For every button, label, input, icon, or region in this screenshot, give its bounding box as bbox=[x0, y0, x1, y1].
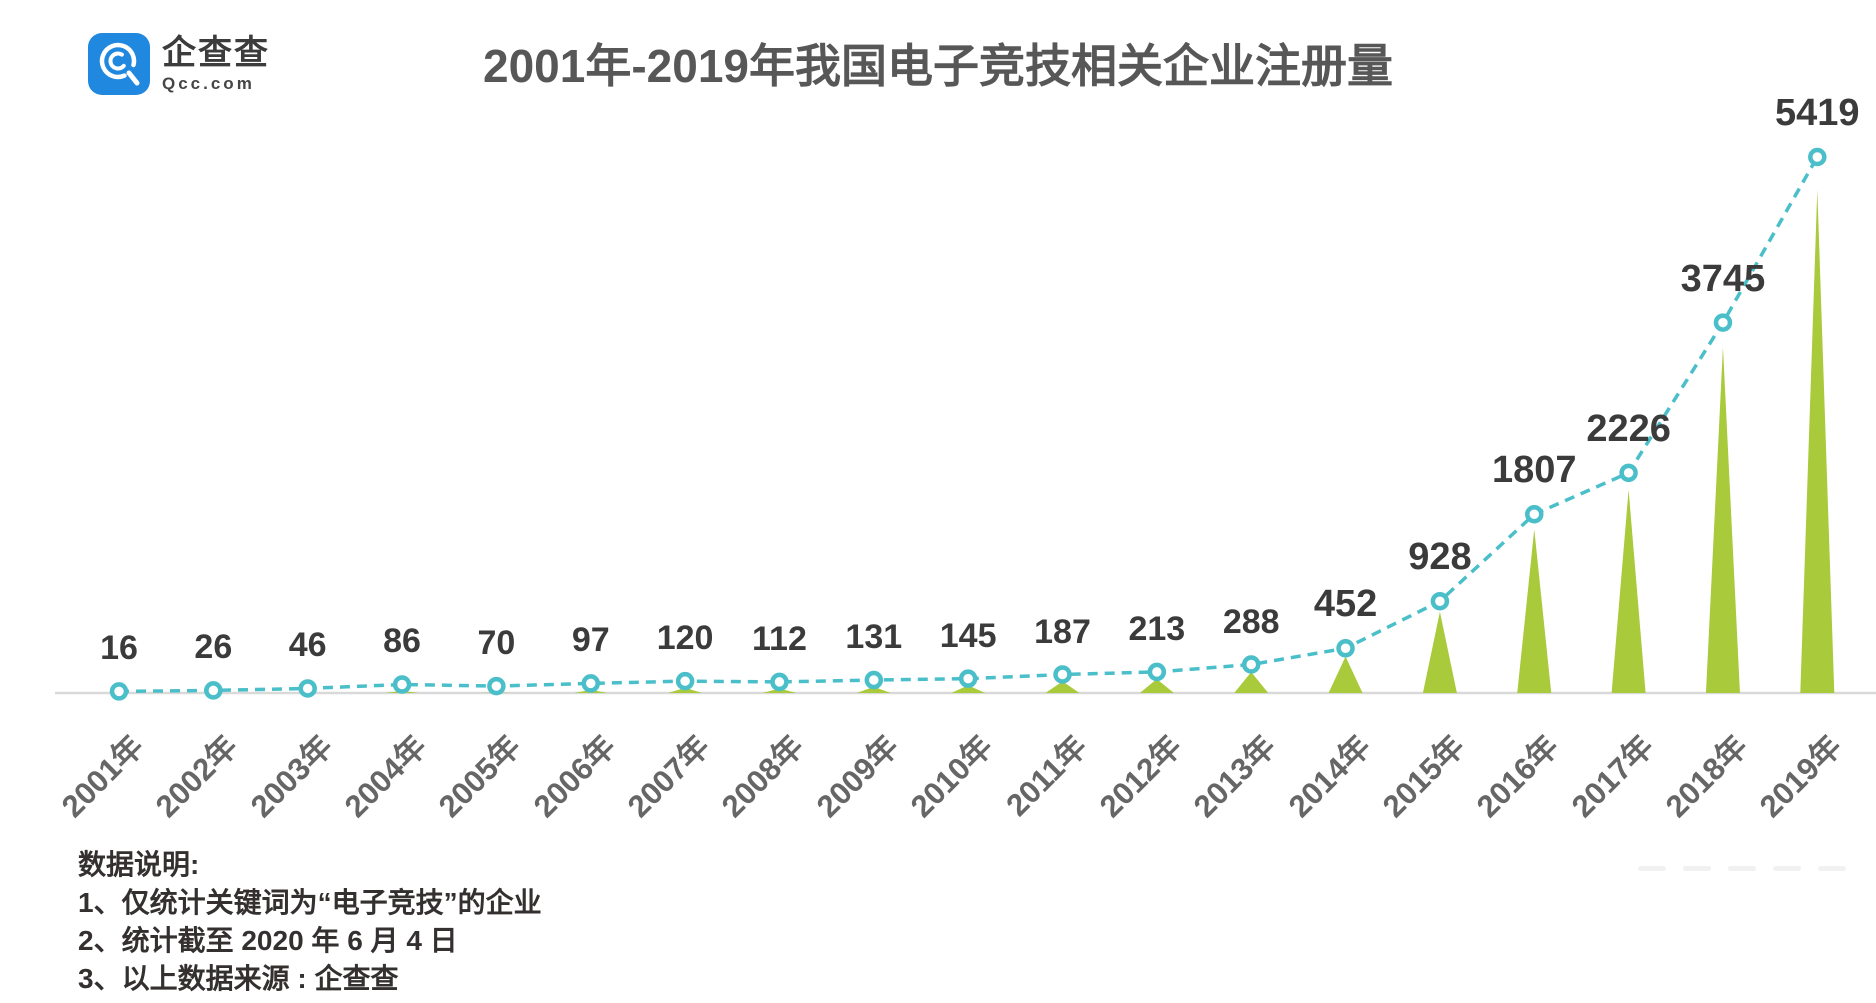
data-point-marker bbox=[675, 671, 695, 691]
triangle-spike bbox=[856, 686, 891, 693]
data-point-marker bbox=[1241, 655, 1261, 674]
value-label: 46 bbox=[288, 626, 327, 665]
data-point-marker bbox=[109, 682, 129, 701]
value-label: 452 bbox=[1313, 583, 1378, 626]
data-point-marker bbox=[1713, 313, 1733, 332]
value-label: 288 bbox=[1222, 602, 1280, 641]
notes-heading: 数据说明: bbox=[78, 849, 200, 880]
value-label: 112 bbox=[752, 619, 807, 658]
data-point-marker bbox=[392, 675, 412, 694]
data-point-marker bbox=[770, 672, 789, 692]
data-point-marker bbox=[1147, 662, 1167, 682]
brand-domain: Qcc.com bbox=[162, 74, 255, 93]
value-label: 120 bbox=[656, 619, 714, 658]
value-label: 26 bbox=[194, 628, 233, 667]
value-label: 86 bbox=[383, 622, 421, 661]
triangle-spike bbox=[1800, 189, 1835, 694]
data-point-marker bbox=[487, 676, 506, 696]
value-label: 2226 bbox=[1586, 407, 1671, 450]
triangle-spike bbox=[1705, 347, 1740, 693]
qcc-logo-icon bbox=[88, 33, 150, 95]
triangle-spike bbox=[951, 685, 986, 693]
triangle-spike bbox=[1517, 529, 1552, 693]
value-label: 213 bbox=[1128, 609, 1186, 648]
data-point-marker bbox=[1053, 665, 1072, 684]
triangle-spike bbox=[1611, 489, 1646, 693]
value-label: 16 bbox=[100, 629, 138, 668]
chart-title: 2001年-2019年我国电子竞技相关企业注册量 bbox=[483, 40, 1393, 92]
value-label: 70 bbox=[477, 624, 516, 663]
data-point-marker bbox=[298, 679, 317, 698]
note-line: 2、统计截至 2020 年 6 月 4 日 bbox=[78, 925, 458, 956]
triangle-spike bbox=[1139, 678, 1174, 693]
value-label: 3745 bbox=[1680, 257, 1766, 300]
watermark bbox=[1638, 866, 1846, 871]
value-label: 187 bbox=[1034, 612, 1091, 651]
value-label: 145 bbox=[939, 616, 997, 655]
triangle-spike bbox=[1045, 681, 1080, 693]
value-label: 131 bbox=[845, 618, 903, 657]
data-point-marker bbox=[204, 681, 223, 700]
series-line bbox=[118, 156, 1819, 694]
value-label: 5419 bbox=[1775, 92, 1860, 134]
data-notes: 数据说明: 1、仅统计关键词为“电子竞技”的企业 2、统计截至 2020 年 6… bbox=[78, 846, 542, 998]
data-point-marker bbox=[1808, 147, 1827, 167]
note-line: 1、仅统计关键词为“电子竞技”的企业 bbox=[78, 887, 542, 918]
data-point-marker bbox=[864, 670, 884, 690]
brand-block: 企查查 Qcc.com bbox=[88, 33, 270, 95]
data-point-marker bbox=[1336, 639, 1355, 658]
value-label: 1807 bbox=[1491, 449, 1577, 492]
triangle-spike bbox=[1234, 671, 1269, 693]
triangle-spike bbox=[1328, 656, 1363, 693]
data-point-marker bbox=[1619, 463, 1638, 483]
note-line: 3、以上数据来源 : 企查查 bbox=[78, 963, 399, 994]
data-point-marker bbox=[1525, 505, 1544, 524]
data-point-marker bbox=[958, 669, 978, 688]
data-point-marker bbox=[581, 674, 600, 693]
brand-text: 企查查 Qcc.com bbox=[162, 33, 270, 94]
value-label: 97 bbox=[571, 621, 610, 660]
triangle-spike bbox=[1422, 611, 1457, 693]
brand-name: 企查查 bbox=[162, 34, 270, 72]
data-point-marker bbox=[1430, 591, 1450, 611]
value-label: 928 bbox=[1408, 536, 1472, 579]
